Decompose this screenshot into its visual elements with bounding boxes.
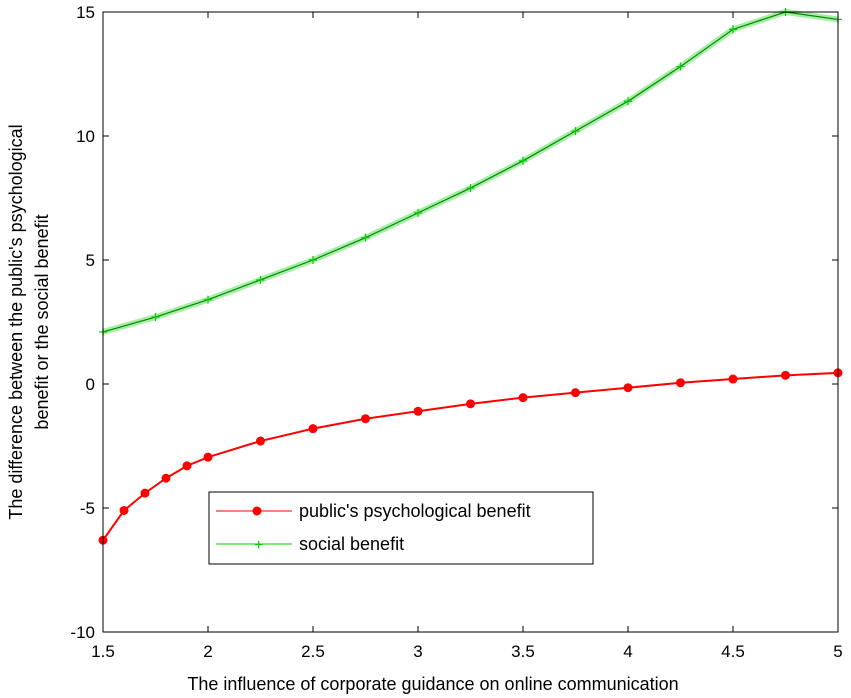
y-tick-label: -10 xyxy=(70,623,95,642)
series-line-core xyxy=(102,11,839,333)
data-point xyxy=(676,378,685,388)
tick-labels: 1.5 2 2.5 3 3.5 4 4.5 5 15 10 5 0 -5 -10 xyxy=(70,3,842,661)
x-axis-label: The influence of corporate guidance on o… xyxy=(187,674,678,694)
y-tick-label: 5 xyxy=(86,251,95,270)
legend-marker-social: + xyxy=(254,537,263,554)
data-point xyxy=(203,452,213,462)
data-point xyxy=(728,374,738,384)
x-tick-label: 4.5 xyxy=(721,642,745,661)
x-tick-label: 4 xyxy=(623,642,632,661)
x-tick-label: 5 xyxy=(833,642,842,661)
data-point xyxy=(256,275,265,284)
y-tick-label: 0 xyxy=(86,375,95,394)
series-1 xyxy=(99,8,842,336)
data-point xyxy=(182,461,192,471)
legend-label-public: public's psychological benefit xyxy=(299,501,531,521)
data-point xyxy=(151,313,160,322)
y-axis-label-line-2: benefit or the social benefit xyxy=(32,214,52,429)
x-tick-label: 3 xyxy=(413,642,422,661)
data-point xyxy=(256,436,265,446)
data-point xyxy=(361,414,370,424)
y-tick-label: -5 xyxy=(80,499,95,518)
data-point xyxy=(571,388,580,398)
plot-frame xyxy=(102,11,839,633)
data-point xyxy=(466,399,475,409)
series-layer xyxy=(98,8,843,545)
series-0 xyxy=(98,368,843,545)
legend: public's psychological benefit + social … xyxy=(208,491,594,565)
data-point xyxy=(729,25,737,34)
data-point xyxy=(571,127,580,136)
y-axis-label-line-1: The difference between the public's psyc… xyxy=(6,124,26,519)
data-point xyxy=(119,505,129,515)
data-point xyxy=(308,424,318,434)
data-point xyxy=(309,256,317,264)
x-tick-label: 1.5 xyxy=(91,642,115,661)
data-point xyxy=(204,295,212,304)
legend-label-social: social benefit xyxy=(299,534,404,554)
x-tick-label: 3.5 xyxy=(511,642,535,661)
data-point xyxy=(161,473,171,483)
data-point xyxy=(624,97,632,106)
data-point xyxy=(676,62,685,71)
data-point xyxy=(519,156,527,165)
data-point xyxy=(361,233,370,242)
y-tick-label: 10 xyxy=(76,127,95,146)
legend-box xyxy=(208,491,594,565)
data-point xyxy=(414,208,422,217)
x-tick-label: 2.5 xyxy=(301,642,325,661)
data-point xyxy=(466,184,475,193)
series-line xyxy=(102,8,839,335)
legend-marker-public xyxy=(252,506,262,516)
data-point xyxy=(518,393,528,403)
data-point xyxy=(623,383,633,393)
data-point xyxy=(140,488,150,498)
data-point xyxy=(781,370,790,380)
y-tick-label: 15 xyxy=(76,3,95,22)
x-tick-label: 2 xyxy=(203,642,212,661)
data-point xyxy=(413,406,423,416)
